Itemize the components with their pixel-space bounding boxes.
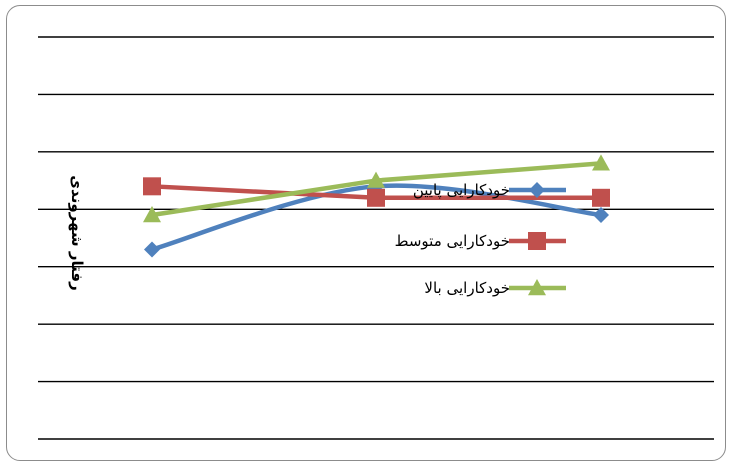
legend-entry-3: خودکارایی بالا <box>424 279 566 297</box>
data-point-2-2 <box>367 188 385 207</box>
series-3 <box>143 154 610 223</box>
legend-marker-1 <box>529 182 545 198</box>
data-point-1-1 <box>144 241 160 258</box>
legend-marker-2 <box>528 232 546 250</box>
data-point-2-3 <box>592 188 610 207</box>
legend-entry-2: خودکارایی متوسط <box>395 232 566 250</box>
data-point-3-2 <box>367 171 385 188</box>
legend-entry-1: خودکارایی پایین <box>413 181 566 200</box>
series-2 <box>143 177 610 207</box>
data-point-3-3 <box>592 154 610 171</box>
legend-label-1: خودکارایی پایین <box>413 181 510 200</box>
data-point-3-1 <box>143 206 161 223</box>
legend-marker-3 <box>528 279 546 296</box>
data-point-1-3 <box>593 207 609 224</box>
legend: خودکارایی پایین خودکارایی متوسط خودکارایی … <box>395 181 566 297</box>
series-lines <box>143 154 610 258</box>
data-point-2-1 <box>143 177 161 196</box>
legend-label-2: خودکارایی متوسط <box>395 232 510 250</box>
legend-label-3: خودکارایی بالا <box>424 279 510 297</box>
chart-frame <box>6 5 726 461</box>
gridlines <box>38 36 714 440</box>
y-axis-label: رفتار شهروندی <box>68 175 86 290</box>
